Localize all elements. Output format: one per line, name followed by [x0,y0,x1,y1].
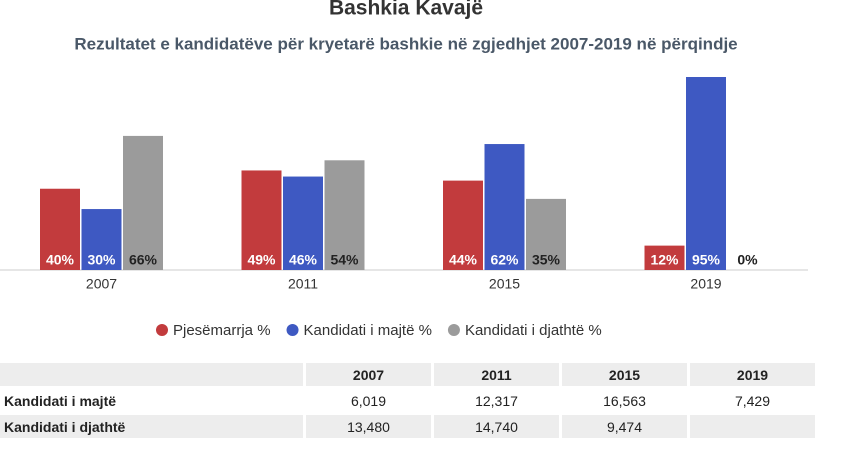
row-label: Kandidati i majtë [4,392,117,409]
bar [324,160,365,270]
x-tick-label: 2019 [690,276,721,292]
chart: Bashkia Kavajë Rezultatet e kandidatëve … [0,0,808,339]
chart-subtitle: Rezultatet e kandidatëve për kryetarë ba… [74,34,737,53]
bar [123,135,163,270]
legend-label: Pjesëmarrja % [173,322,271,339]
bar [283,176,323,270]
table-row: Kandidati i majtë 6,019 12,317 16,563 7,429 [0,389,815,412]
bar [81,209,122,270]
bar [443,180,483,270]
x-tick-label: 2007 [86,276,117,292]
table-header: 2007 2011 2015 2019 [0,363,815,386]
header-cell: 2015 [562,363,687,386]
header-cell [0,363,303,386]
value-label: 46% [289,252,318,268]
table-cell: 9,474 [562,415,687,438]
bar [686,77,726,270]
row-label: Kandidati i djathtë [0,415,303,438]
value-label: 95% [692,252,721,268]
legend-marker [286,324,299,336]
bar [40,188,80,270]
legend-marker [447,324,460,336]
header-cell: 2007 [306,363,431,386]
chart-title: Bashkia Kavajë [329,0,483,20]
value-label: 30% [87,252,116,268]
legend-label: Kandidati i djathtë % [465,322,602,339]
table-cell: 6,019 [350,392,387,409]
bar [241,170,282,270]
table-cell: 12,317 [475,392,518,409]
value-label: 12% [650,252,679,268]
table-row: Kandidati i djathtë 13,480 14,740 9,474 [0,415,815,438]
table-cell: 16,563 [603,392,646,409]
legend-label: Kandidati i majtë % [304,322,432,339]
value-label: 35% [532,252,561,268]
bar [644,245,685,270]
header-cell: 2019 [690,363,815,386]
value-label: 62% [490,252,519,268]
value-label: 49% [247,252,276,268]
bar [526,198,566,270]
data-table: 2007 2011 2015 2019 Kandidati i majtë 6,019 12… [0,360,818,441]
table-cell: 7,429 [734,392,771,409]
table-cell [690,415,815,438]
value-label: 40% [46,252,75,268]
legend-marker [156,324,168,336]
value-label: 66% [129,252,158,268]
value-label: 54% [330,252,359,268]
value-label: 0% [737,252,758,268]
bar [484,144,525,270]
x-tick-label: 2011 [288,276,318,292]
value-label: 44% [449,252,478,268]
table-cell: 14,740 [434,415,559,438]
header-cell: 2011 [434,363,559,386]
table-cell: 13,480 [306,415,431,438]
x-tick-label: 2015 [489,276,520,292]
